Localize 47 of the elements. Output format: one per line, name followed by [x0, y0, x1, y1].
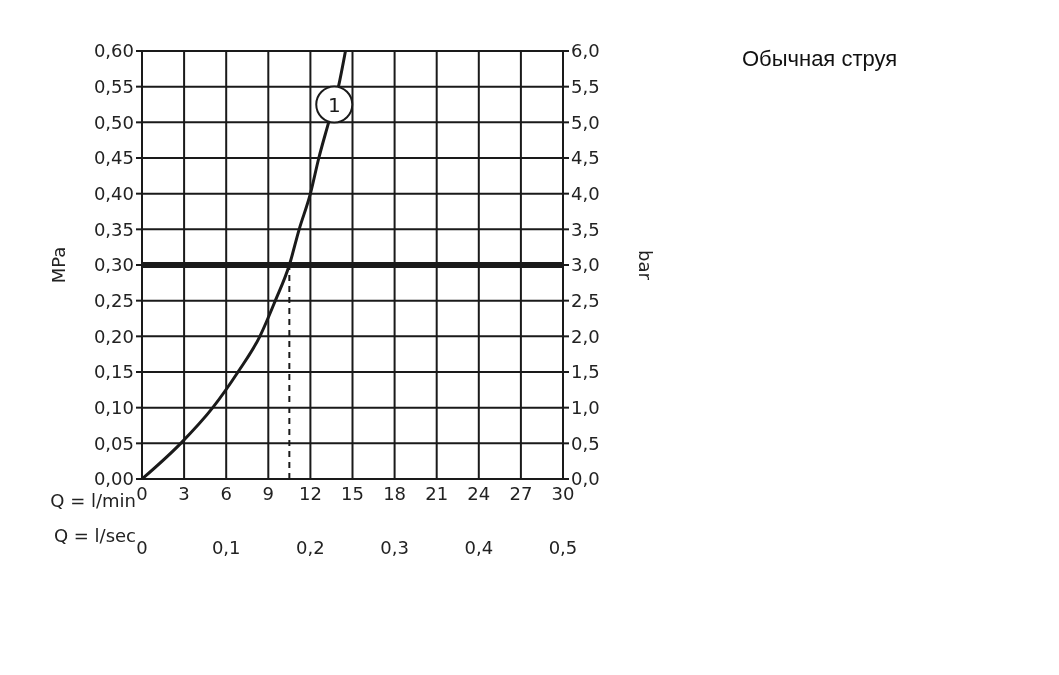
x-tick-label: 21: [425, 482, 449, 504]
y2-tick-label: 2,0: [571, 325, 600, 347]
x-tick-label: 9: [262, 482, 275, 504]
y2-tick-label: 5,5: [571, 76, 600, 98]
x-tick-label: 15: [341, 482, 364, 504]
y2-tick-label: 6,0: [571, 40, 600, 62]
y-tick-label: 0,55: [93, 76, 134, 98]
x-tick-label: 24: [467, 482, 491, 504]
y2-tick-label: 0,5: [571, 432, 600, 454]
y2-tick-label: 3,0: [571, 254, 600, 276]
y-tick-label: 0,15: [93, 361, 134, 383]
y2-tick-label: 1,5: [571, 361, 600, 383]
x2-tick-label: 0: [136, 537, 148, 558]
y-tick-label: 0,35: [93, 218, 134, 240]
y2-tick-label: 4,0: [571, 183, 600, 205]
y-tick-label: 0,60: [93, 40, 134, 62]
y-tick-label: 0,50: [93, 111, 134, 133]
x2-tick-label: 0,3: [380, 537, 409, 558]
x2-axis-title: Q = l/sec: [52, 525, 136, 546]
x-axis-title: Q = l/min: [49, 490, 136, 511]
y2-axis-title: bar: [634, 250, 656, 281]
y2-tick-label: 2,5: [571, 290, 600, 312]
y-tick-label: 0,20: [93, 325, 134, 347]
y-tick-label: 0,45: [93, 147, 134, 169]
x2-tick-label: 0,4: [464, 537, 494, 558]
x2-tick-label: 0,1: [211, 537, 241, 558]
y2-tick-label: 1,0: [571, 397, 600, 419]
y-axis-title: MPa: [48, 246, 70, 284]
y-tick-label: 0,00: [93, 468, 134, 490]
annotation: 1: [327, 92, 341, 117]
x-tick-label: 3: [178, 482, 190, 504]
y-tick-label: 0,40: [93, 183, 134, 205]
y-tick-label: 0,05: [93, 432, 134, 454]
y2-tick-label: 4,5: [571, 147, 600, 169]
x-tick-label: 18: [383, 482, 407, 504]
y-tick-label: 0,25: [93, 290, 134, 312]
y2-tick-label: 3,5: [571, 218, 600, 240]
text: Обычная струя: [742, 46, 898, 72]
x-tick-label: 27: [509, 482, 533, 504]
x2-tick-label: 0,5: [548, 537, 578, 558]
y-tick-label: 0,30: [93, 254, 134, 276]
x-tick-label: 0: [136, 482, 148, 504]
y2-tick-label: 5,0: [571, 111, 600, 133]
y-tick-label: 0,10: [93, 397, 134, 419]
x-tick-label: 12: [298, 482, 322, 504]
x-tick-label: 6: [220, 482, 232, 504]
x2-tick-label: 0,2: [296, 537, 325, 558]
